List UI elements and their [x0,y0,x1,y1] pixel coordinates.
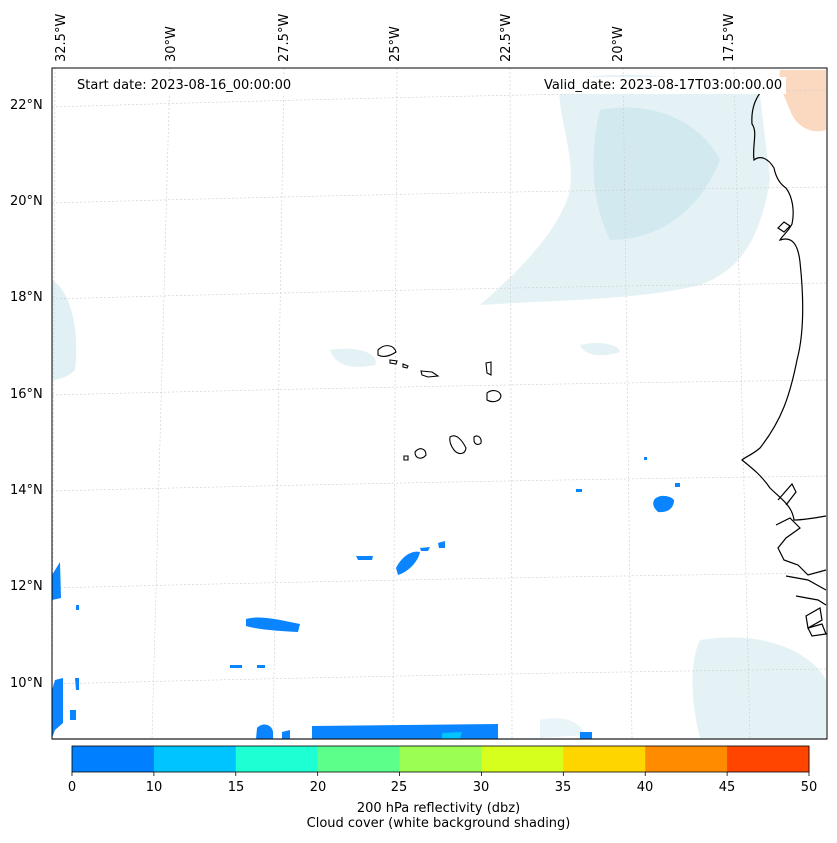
colorbar-swatch-4 [399,746,482,772]
lon-label-20w: 20°W [611,26,626,62]
colorbar-swatch-8 [727,746,810,772]
colorbar-tick-0: 0 [67,780,77,795]
colorbar-tick-35: 35 [554,780,572,795]
lat-label-18n: 18°N [10,290,43,305]
map-frame [51,67,828,740]
colorbar-tick-45: 45 [718,780,736,795]
colorbar-swatch-6 [563,746,646,772]
colorbar-tick-40: 40 [636,780,654,795]
lat-label-14n: 14°N [10,483,43,498]
lon-label-30w: 30°W [164,26,179,62]
colorbar-tick-20: 20 [309,780,327,795]
colorbar-swatch-3 [317,746,401,772]
colorbar-swatch-0 [72,746,155,772]
lat-label-12n: 12°N [10,579,43,594]
warm-shading-region [779,70,826,132]
colorbar-swatch-1 [153,746,237,772]
lat-label-22n: 22°N [10,98,43,113]
valid-date-label: Valid_date: 2023-08-17T03:00:00.00 [540,77,787,94]
colorbar-tick-50: 50 [800,780,818,795]
colorbar-swatch-7 [645,746,728,772]
start-date-label: Start date: 2023-08-16_00:00:00 [73,77,296,94]
colorbar-swatch-2 [235,746,319,772]
lon-label-27-5w: 27.5°W [277,13,292,62]
lon-label-22-5w: 22.5°W [499,13,514,62]
lat-label-20n: 20°N [10,194,43,209]
colorbar-label-cloud-cover: Cloud cover (white background shading) [306,816,571,831]
colorbar-tickmarks [71,772,810,776]
colorbar-tick-15: 15 [227,780,245,795]
lat-label-16n: 16°N [10,387,43,402]
colorbar-swatches [72,746,810,772]
colorbar-frame [71,745,810,773]
colorbar-label-reflectivity: 200 hPa reflectivity (dbz) [356,801,521,816]
lon-label-25w: 25°W [388,26,403,62]
lon-label-32-5w: 32.5°W [54,13,69,62]
lat-label-10n: 10°N [10,676,43,691]
lon-label-17-5w: 17.5°W [722,13,737,62]
reflectivity-cells [52,457,680,739]
colorbar-swatch-5 [481,746,564,772]
colorbar-tick-25: 25 [390,780,408,795]
cape-verde-islands [377,345,502,461]
colorbar-tick-10: 10 [145,780,163,795]
colorbar-tick-30: 30 [472,780,490,795]
colorbar-title: 200 hPa reflectivity (dbz) Cloud cover (… [20,801,837,831]
